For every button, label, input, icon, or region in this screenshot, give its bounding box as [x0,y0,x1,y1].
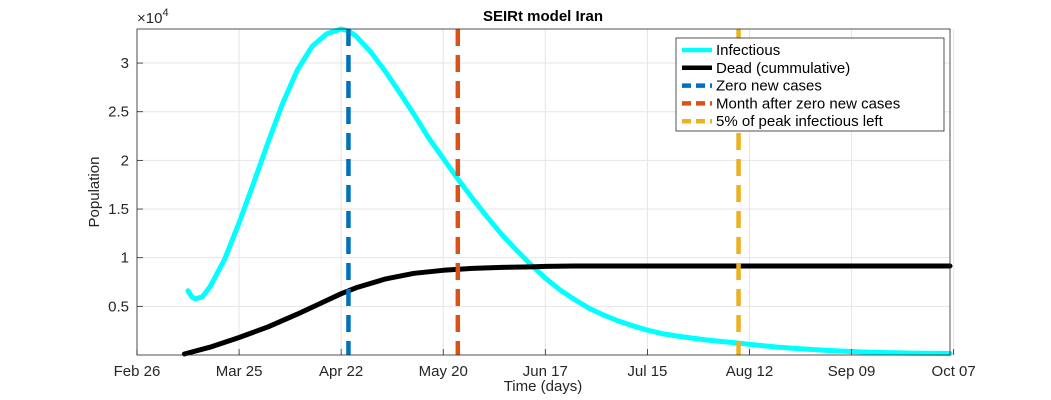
x-tick-label: Mar 25 [216,363,263,380]
x-tick-label: Oct 07 [932,363,976,380]
x-tick-label: Jul 15 [627,363,667,380]
grid-lines [136,29,955,355]
x-tick-label: Feb 26 [114,363,161,380]
y-axis-ticks: 0.5 1 1.5 2 2.5 3 [108,55,143,315]
legend-label: Infectious [716,42,780,59]
plot-frame [136,28,951,356]
legend-label: Dead (cummulative) [716,60,850,77]
x-axis-ticks: Feb 26 Mar 25 Apr 22 May 20 Jun 17 Jul 15 Aug … [114,349,976,380]
y-tick-label: 0.5 [108,298,129,315]
x-tick-label: May 20 [419,363,468,380]
x-tick-label: Apr 22 [319,363,363,380]
chart-title: SEIRt model Iran [483,8,603,25]
x-tick-label: Jun 17 [523,363,568,380]
legend-label: Month after zero new cases [716,95,900,112]
series-layer [181,26,953,357]
legend-box [675,37,945,132]
legend-label: Zero new cases [716,78,822,95]
legend-label: 5% of peak infectious left [716,113,884,130]
series-line-dead [181,263,953,357]
x-tick-label: Sep 09 [828,363,876,380]
y-axis-label: Population [86,157,103,228]
y-tick-label: 3 [121,55,129,72]
y-axis-multiplier: ×104 [137,7,169,27]
y-tick-label: 2 [121,152,129,169]
x-tick-label: Aug 12 [726,363,774,380]
series-line-infectious [185,26,953,356]
y-tick-label: 2.5 [108,104,129,121]
y-tick-label: 1 [121,250,129,267]
x-axis-label: Time (days) [504,378,583,395]
y-tick-label: 1.5 [108,201,129,218]
